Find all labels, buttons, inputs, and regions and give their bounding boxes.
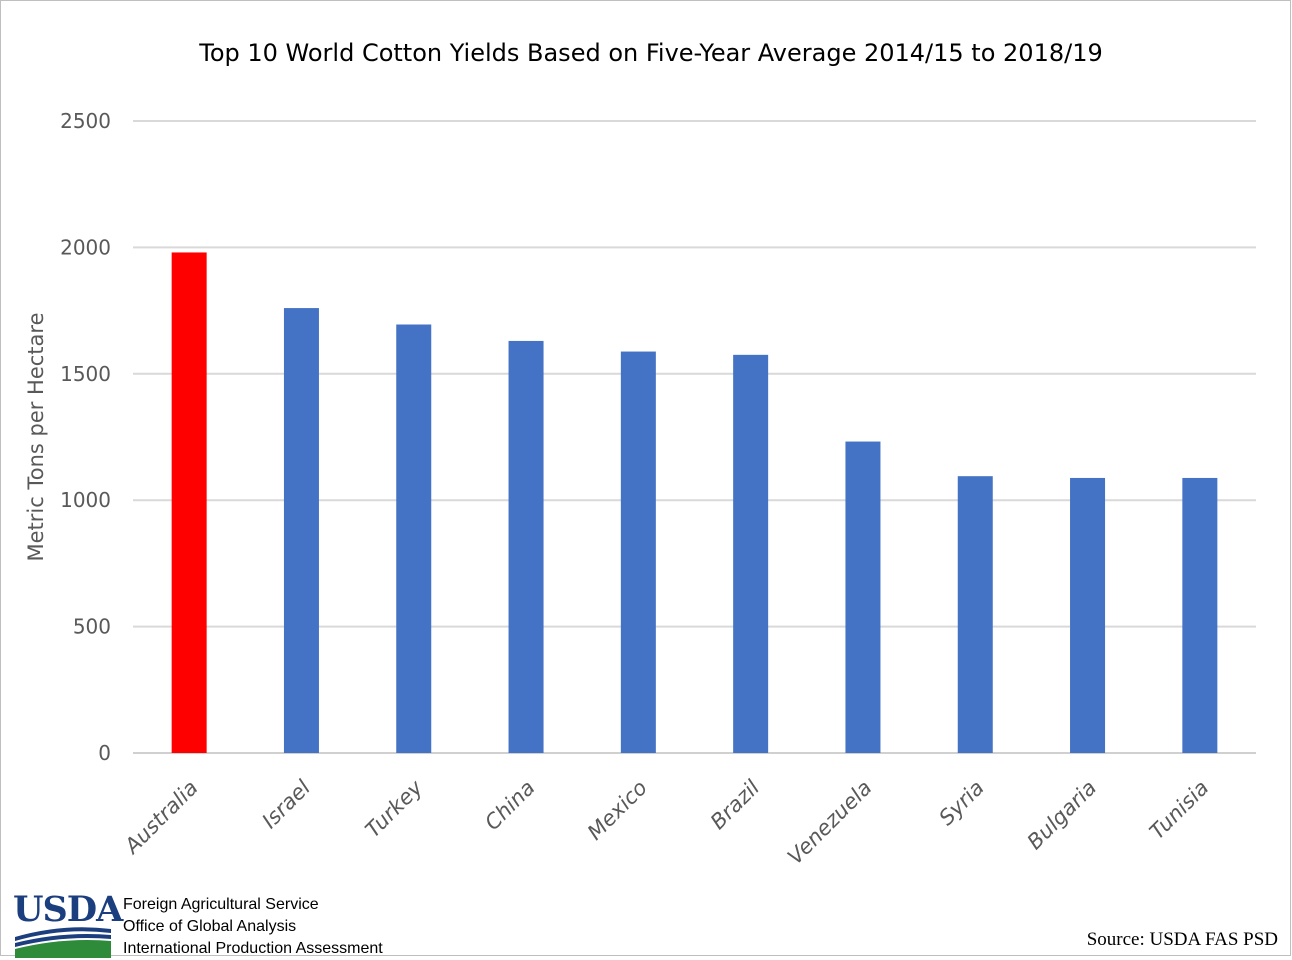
source-note: Source: USDA FAS PSD: [1086, 929, 1278, 950]
bar-turkey: [396, 324, 432, 753]
y-tick-label: 500: [73, 615, 111, 639]
x-tick-label-china: China: [480, 776, 539, 835]
usda-logo-text: USDA: [13, 889, 123, 930]
bar-syria: [957, 476, 993, 753]
usda-logo: USDA: [13, 891, 123, 958]
y-axis-label: Metric Tons per Hectare: [24, 312, 48, 561]
gridlines: [133, 120, 1256, 754]
agency-block: Foreign Agricultural Service Office of G…: [123, 894, 383, 960]
bar-china: [508, 340, 544, 753]
agency-line-1: Foreign Agricultural Service: [123, 896, 319, 913]
x-tick-label-israel: Israel: [257, 775, 315, 833]
x-tick-label-venezuela: Venezuela: [783, 776, 877, 870]
bar-israel: [283, 308, 319, 753]
y-tick-label: 2500: [60, 109, 111, 133]
y-tick-label: 1500: [60, 362, 111, 386]
bar-brazil: [733, 354, 769, 753]
x-tick-label-mexico: Mexico: [583, 776, 652, 845]
bars: [171, 252, 1218, 753]
bar-australia: [171, 252, 207, 753]
bar-venezuela: [845, 441, 881, 753]
bar-tunisia: [1182, 477, 1218, 753]
x-tick-label-turkey: Turkey: [361, 775, 428, 842]
bar-mexico: [620, 351, 656, 753]
y-tick-label: 2000: [60, 235, 111, 259]
chart-title: Top 10 World Cotton Yields Based on Five…: [199, 39, 1103, 67]
x-tick-label-brazil: Brazil: [706, 775, 765, 834]
agency-line-2: Office of Global Analysis: [123, 918, 297, 935]
x-axis-ticks: Australia Israel Turkey China Mexico Brazil Ve…: [119, 775, 1214, 869]
agency-line-3: International Production Assessment: [123, 940, 383, 957]
x-tick-label-syria: Syria: [934, 776, 989, 831]
x-tick-label-tunisia: Tunisia: [1145, 776, 1213, 844]
y-tick-label: 1000: [60, 488, 111, 512]
usda-logo-hills-icon: [15, 927, 111, 958]
bar-bulgaria: [1070, 477, 1106, 753]
y-axis-ticks: 0 500 1000 1500 2000 2500: [60, 109, 111, 765]
x-tick-label-australia: Australia: [119, 776, 203, 860]
y-tick-label: 0: [98, 741, 111, 765]
x-tick-label-bulgaria: Bulgaria: [1023, 776, 1102, 855]
